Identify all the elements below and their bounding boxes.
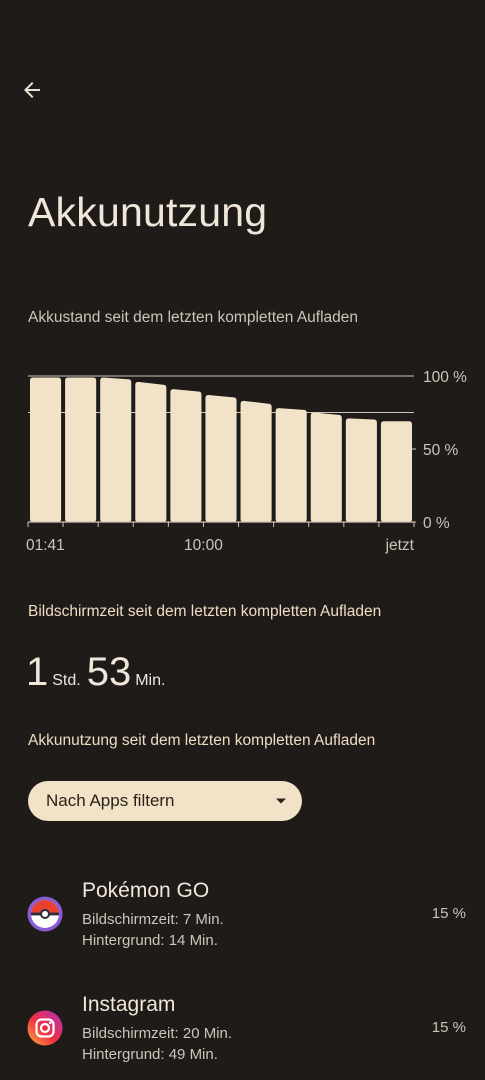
chart-y-tick-label: 100 % bbox=[423, 369, 467, 386]
chart-bar bbox=[65, 377, 97, 522]
chart-x-tick-label: jetzt bbox=[385, 537, 415, 554]
chart-bar bbox=[240, 400, 272, 522]
chart-bar bbox=[100, 377, 132, 522]
chart-bar bbox=[345, 418, 377, 522]
arrow-left-icon bbox=[24, 82, 40, 98]
chart-x-tick-label: 10:00 bbox=[184, 537, 223, 554]
app-background-time: Hintergrund: 49 Min. bbox=[82, 1046, 218, 1063]
chart-y-tick-label: 0 % bbox=[423, 515, 450, 532]
filter-apps-dropdown[interactable]: Nach Apps filtern bbox=[28, 781, 302, 821]
chart-bar bbox=[310, 412, 342, 522]
chart-y-tick-label: 50 % bbox=[423, 442, 459, 459]
page-title: Akkunutzung bbox=[28, 189, 268, 235]
battery-level-chart: 100 % 50 % 0 % 01:41 10:00 jetzt bbox=[26, 369, 467, 554]
screen-time-minutes: 53 bbox=[86, 650, 132, 694]
app-usage-percent: 15 % bbox=[431, 1019, 466, 1036]
app-row-pokemon-go[interactable]: Pokémon GO Bildschirmzeit: 7 Min. Hinter… bbox=[0, 874, 485, 954]
back-button[interactable] bbox=[12, 70, 52, 110]
chart-x-tick-label: 01:41 bbox=[26, 537, 65, 554]
app-name: Pokémon GO bbox=[82, 879, 210, 902]
screen-time-hours: 1 bbox=[26, 650, 49, 694]
chart-bar bbox=[205, 394, 237, 522]
chart-bar bbox=[135, 381, 167, 522]
battery-usage-title: Akkunutzung seit dem letzten kompletten … bbox=[28, 732, 376, 749]
screen-time-title: Bildschirmzeit seit dem letzten komplett… bbox=[28, 603, 382, 620]
app-background-time: Hintergrund: 14 Min. bbox=[82, 932, 218, 949]
app-name: Instagram bbox=[82, 993, 176, 1016]
dropdown-arrow-icon bbox=[276, 798, 286, 804]
chart-title: Akkustand seit dem letzten kompletten Au… bbox=[28, 309, 359, 326]
screen-time-minutes-unit: Min. bbox=[135, 672, 166, 689]
chart-bar bbox=[275, 408, 307, 522]
filter-apps-label: Nach Apps filtern bbox=[46, 791, 175, 810]
app-screen-time: Bildschirmzeit: 7 Min. bbox=[82, 911, 224, 928]
chart-bar bbox=[170, 389, 202, 522]
app-screen-time: Bildschirmzeit: 20 Min. bbox=[82, 1025, 233, 1042]
app-row-instagram[interactable]: Instagram Bildschirmzeit: 20 Min. Hinter… bbox=[0, 988, 485, 1068]
chart-bar bbox=[380, 421, 412, 522]
chart-bar bbox=[30, 377, 62, 522]
screen-time-value: 1 Std. 53 Min. bbox=[26, 650, 171, 694]
pokeball-icon bbox=[27, 896, 63, 932]
screen-time-hours-unit: Std. bbox=[52, 672, 81, 689]
instagram-icon bbox=[27, 1010, 63, 1046]
app-usage-percent: 15 % bbox=[431, 905, 466, 922]
